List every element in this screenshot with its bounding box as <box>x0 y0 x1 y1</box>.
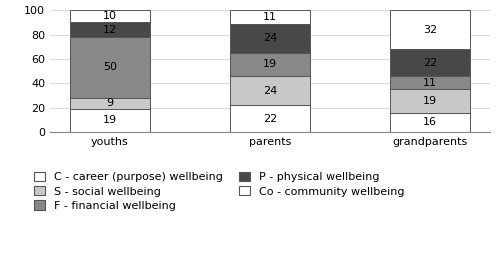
Text: 22: 22 <box>423 58 437 68</box>
Text: 50: 50 <box>103 62 117 72</box>
Bar <box>230 10 310 24</box>
Text: 16: 16 <box>423 117 437 127</box>
Bar <box>390 76 470 89</box>
Bar <box>70 22 150 37</box>
Bar <box>70 98 150 109</box>
Text: 10: 10 <box>103 11 117 21</box>
Text: 12: 12 <box>103 25 117 35</box>
Bar <box>230 53 310 76</box>
Bar <box>390 10 470 49</box>
Bar <box>230 105 310 132</box>
Text: 19: 19 <box>423 96 437 106</box>
Bar <box>70 37 150 98</box>
Text: 19: 19 <box>263 59 277 69</box>
Text: 22: 22 <box>263 114 277 124</box>
Bar <box>390 49 470 76</box>
Text: 9: 9 <box>106 99 114 108</box>
Text: 24: 24 <box>263 86 277 96</box>
Text: 11: 11 <box>423 78 437 88</box>
Text: 19: 19 <box>103 116 117 125</box>
Text: 24: 24 <box>263 33 277 43</box>
Legend: C - career (purpose) wellbeing, S - social wellbeing, F - financial wellbeing, P: C - career (purpose) wellbeing, S - soci… <box>34 172 404 211</box>
Text: 32: 32 <box>423 25 437 35</box>
Bar <box>70 10 150 22</box>
Bar <box>230 24 310 53</box>
Text: 11: 11 <box>263 12 277 22</box>
Bar <box>390 89 470 113</box>
Bar <box>70 109 150 132</box>
Bar <box>390 113 470 132</box>
Bar <box>230 76 310 105</box>
